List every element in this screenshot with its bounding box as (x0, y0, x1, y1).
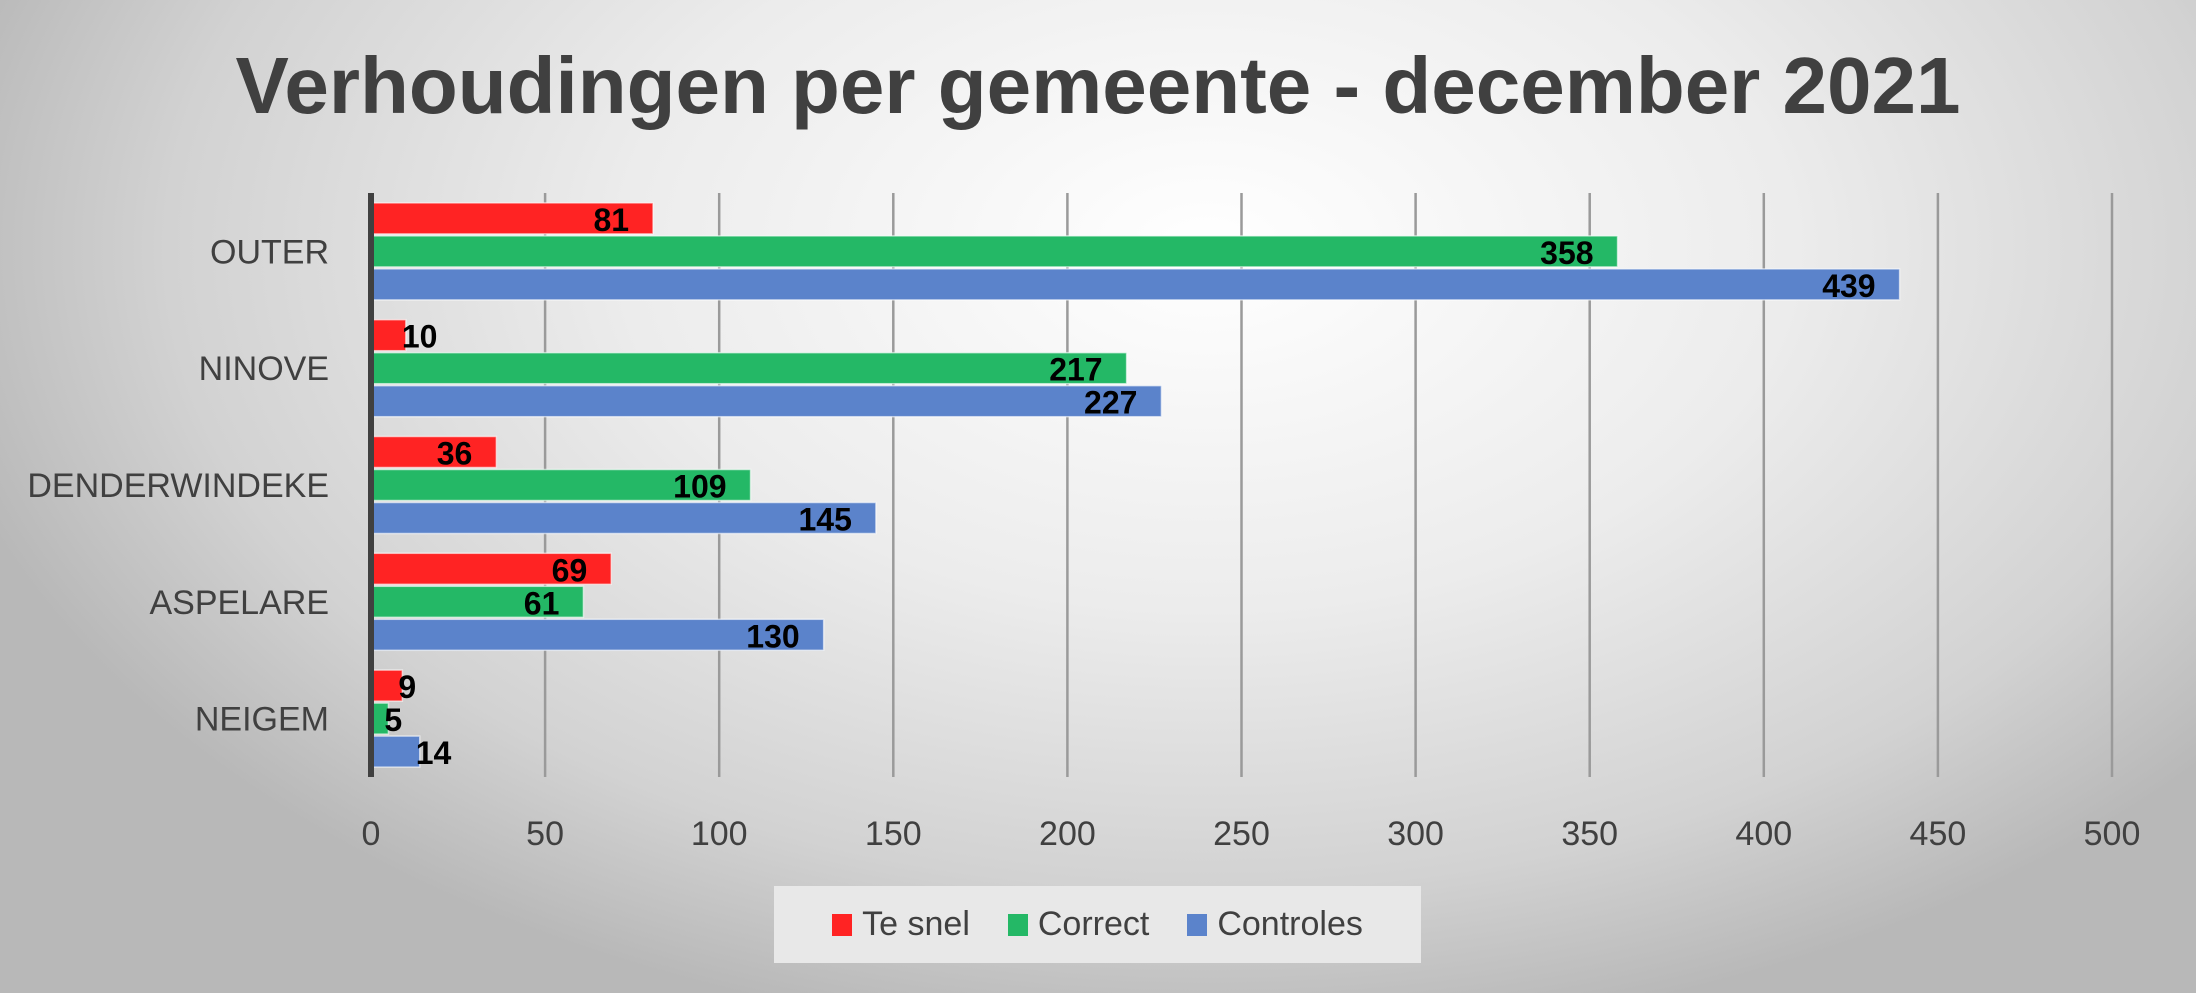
bar-te-snel (370, 202, 654, 235)
data-label: 69 (552, 552, 588, 588)
bar-controles (370, 735, 421, 768)
bar-te-snel (370, 669, 404, 702)
bar-te-snel (370, 318, 407, 352)
bar-correct (370, 235, 1619, 268)
data-label: 81 (593, 202, 629, 238)
legend-label: Controles (1217, 905, 1363, 943)
category-label: NINOVE (199, 350, 329, 388)
data-label: 109 (673, 469, 726, 505)
x-tick-label: 50 (526, 815, 564, 853)
category-label: NEIGEM (195, 701, 329, 739)
data-label: 10 (402, 319, 438, 355)
bar-te-snel (370, 435, 498, 469)
x-tick-label: 100 (691, 815, 748, 853)
legend-item: Te snel (832, 905, 970, 944)
data-label: 36 (437, 436, 473, 472)
data-label: 130 (746, 618, 799, 654)
x-tick-label: 150 (865, 815, 922, 853)
data-label: 61 (524, 585, 560, 621)
x-tick-label: 0 (362, 815, 381, 853)
legend-swatch (1007, 913, 1028, 936)
data-label: 14 (416, 735, 452, 771)
data-label: 145 (798, 502, 851, 538)
x-tick-label: 250 (1213, 815, 1270, 853)
x-tick-label: 200 (1039, 815, 1096, 853)
data-label: 227 (1084, 385, 1137, 421)
legend-swatch (1187, 913, 1208, 936)
category-label: DENDERWINDEKE (27, 467, 329, 505)
chart-title: Verhoudingen per gemeente - december 202… (235, 41, 1961, 130)
data-label: 217 (1049, 352, 1102, 388)
category-label: OUTER (210, 233, 329, 271)
data-label: 9 (398, 669, 416, 705)
x-tick-label: 300 (1387, 815, 1444, 853)
bar-correct (370, 351, 1128, 385)
data-label: 5 (384, 702, 402, 738)
legend-label: Correct (1037, 905, 1150, 943)
data-label: 439 (1822, 268, 1875, 304)
legend-label: Te snel (862, 905, 970, 943)
x-tick-label: 400 (1735, 815, 1792, 853)
legend-item: Correct (1007, 905, 1150, 944)
legend-swatch (832, 913, 853, 936)
category-label: ASPELARE (149, 584, 329, 622)
x-tick-label: 350 (1561, 815, 1618, 853)
legend-item: Controles (1187, 905, 1363, 944)
data-label: 358 (1540, 235, 1593, 271)
x-tick-label: 500 (2084, 815, 2141, 853)
x-tick-label: 450 (1910, 815, 1967, 853)
bar-controles (370, 384, 1163, 418)
bar-controles (370, 268, 1901, 301)
legend: Te snel Correct Controles (774, 886, 1421, 963)
